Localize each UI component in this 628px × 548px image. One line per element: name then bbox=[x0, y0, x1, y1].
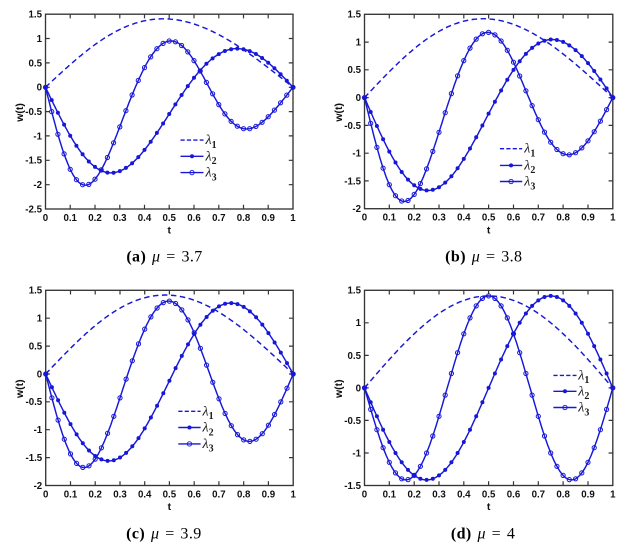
svg-text:0.4: 0.4 bbox=[138, 213, 152, 224]
svg-text:0.6: 0.6 bbox=[187, 213, 201, 224]
svg-text:0: 0 bbox=[37, 369, 42, 380]
svg-text:0.6: 0.6 bbox=[507, 213, 521, 224]
svg-text:1: 1 bbox=[37, 314, 43, 325]
svg-text:-2: -2 bbox=[34, 481, 43, 492]
svg-text:0: 0 bbox=[356, 93, 361, 104]
svg-text:0.9: 0.9 bbox=[261, 213, 275, 224]
svg-text:0.5: 0.5 bbox=[482, 213, 496, 224]
svg-text:1: 1 bbox=[610, 489, 616, 500]
svg-text:1: 1 bbox=[291, 489, 297, 500]
svg-text:1: 1 bbox=[37, 34, 43, 45]
svg-text:0.7: 0.7 bbox=[532, 489, 545, 500]
svg-text:0: 0 bbox=[43, 213, 48, 224]
svg-text:0.5: 0.5 bbox=[348, 351, 362, 362]
svg-text:(a) μ = 3.7: (a) μ = 3.7 bbox=[126, 248, 202, 265]
svg-text:0.4: 0.4 bbox=[138, 489, 152, 500]
svg-text:(c) μ = 3.9: (c) μ = 3.9 bbox=[126, 525, 201, 542]
svg-text:t: t bbox=[487, 224, 491, 236]
svg-text:1.5: 1.5 bbox=[29, 286, 43, 297]
svg-text:0.3: 0.3 bbox=[113, 489, 127, 500]
svg-text:0.8: 0.8 bbox=[556, 213, 570, 224]
svg-text:1: 1 bbox=[356, 38, 362, 49]
svg-text:-1: -1 bbox=[33, 131, 42, 142]
svg-text:0.3: 0.3 bbox=[432, 489, 446, 500]
svg-text:0.6: 0.6 bbox=[507, 489, 521, 500]
svg-text:-0.5: -0.5 bbox=[25, 107, 42, 118]
svg-text:0.8: 0.8 bbox=[556, 489, 570, 500]
svg-text:-1: -1 bbox=[352, 149, 361, 160]
svg-text:1: 1 bbox=[290, 213, 296, 224]
svg-text:0: 0 bbox=[37, 83, 42, 94]
svg-text:-1.5: -1.5 bbox=[25, 156, 42, 167]
svg-text:0.5: 0.5 bbox=[482, 489, 496, 500]
svg-text:-1.5: -1.5 bbox=[344, 176, 361, 187]
svg-text:0.4: 0.4 bbox=[457, 489, 471, 500]
svg-text:0.5: 0.5 bbox=[29, 342, 43, 353]
svg-text:(b) μ = 3.8: (b) μ = 3.8 bbox=[445, 248, 522, 265]
svg-text:w(t): w(t) bbox=[14, 379, 26, 399]
svg-text:0.1: 0.1 bbox=[383, 489, 397, 500]
svg-text:1.5: 1.5 bbox=[348, 10, 362, 21]
svg-text:0.1: 0.1 bbox=[383, 213, 397, 224]
svg-text:0: 0 bbox=[362, 489, 367, 500]
svg-text:1.5: 1.5 bbox=[29, 10, 43, 21]
svg-text:t: t bbox=[487, 501, 491, 513]
svg-text:(d) μ = 4: (d) μ = 4 bbox=[451, 525, 515, 542]
svg-text:-0.5: -0.5 bbox=[25, 397, 42, 408]
svg-text:-0.5: -0.5 bbox=[344, 416, 361, 427]
svg-text:0.1: 0.1 bbox=[64, 489, 78, 500]
svg-text:t: t bbox=[168, 501, 172, 513]
svg-text:-2.5: -2.5 bbox=[25, 204, 42, 215]
svg-text:1: 1 bbox=[356, 318, 362, 329]
svg-text:-0.5: -0.5 bbox=[344, 121, 361, 132]
svg-text:0.8: 0.8 bbox=[237, 213, 251, 224]
svg-text:0.5: 0.5 bbox=[162, 213, 176, 224]
svg-text:0.2: 0.2 bbox=[88, 489, 101, 500]
svg-text:0.9: 0.9 bbox=[262, 489, 276, 500]
svg-text:-1.5: -1.5 bbox=[25, 453, 42, 464]
svg-text:0: 0 bbox=[356, 383, 361, 394]
svg-text:0.8: 0.8 bbox=[237, 489, 251, 500]
svg-text:0.7: 0.7 bbox=[212, 489, 225, 500]
svg-text:-2: -2 bbox=[352, 204, 361, 215]
svg-text:0.3: 0.3 bbox=[432, 213, 446, 224]
svg-text:0: 0 bbox=[43, 489, 48, 500]
svg-text:0.2: 0.2 bbox=[88, 213, 101, 224]
svg-text:-1: -1 bbox=[352, 448, 361, 459]
svg-text:0.7: 0.7 bbox=[212, 213, 225, 224]
svg-text:-1: -1 bbox=[34, 425, 43, 436]
svg-text:0.6: 0.6 bbox=[187, 489, 201, 500]
svg-text:0.9: 0.9 bbox=[581, 213, 595, 224]
svg-text:0.5: 0.5 bbox=[348, 65, 362, 76]
svg-text:0.4: 0.4 bbox=[457, 213, 471, 224]
svg-text:w(t): w(t) bbox=[333, 379, 345, 399]
svg-text:0.9: 0.9 bbox=[581, 489, 595, 500]
svg-text:0.2: 0.2 bbox=[407, 213, 420, 224]
svg-text:0.7: 0.7 bbox=[532, 213, 545, 224]
svg-text:1: 1 bbox=[610, 213, 616, 224]
svg-text:w(t): w(t) bbox=[14, 103, 26, 123]
svg-text:0.2: 0.2 bbox=[407, 489, 420, 500]
svg-text:0.5: 0.5 bbox=[29, 58, 43, 69]
svg-text:0: 0 bbox=[362, 213, 367, 224]
svg-text:w(t): w(t) bbox=[333, 103, 345, 123]
svg-text:1.5: 1.5 bbox=[348, 286, 362, 297]
svg-text:0.5: 0.5 bbox=[163, 489, 177, 500]
svg-text:-2: -2 bbox=[33, 180, 42, 191]
svg-text:0.1: 0.1 bbox=[63, 213, 77, 224]
svg-text:-1.5: -1.5 bbox=[344, 481, 361, 492]
svg-text:0.3: 0.3 bbox=[113, 213, 127, 224]
svg-text:t: t bbox=[167, 225, 171, 237]
